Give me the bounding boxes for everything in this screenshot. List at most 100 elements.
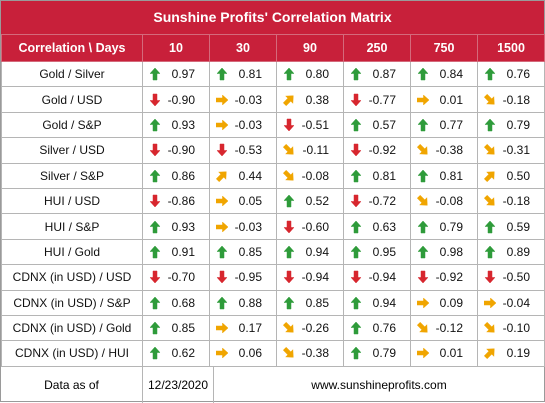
- correlation-cell: 0.85: [209, 238, 277, 266]
- correlation-cell: 0.79: [410, 213, 478, 240]
- correlation-cell: -0.90: [142, 137, 210, 164]
- correlation-cell: 0.81: [410, 162, 478, 189]
- correlation-cell: 0.98: [410, 238, 478, 266]
- arrow-up-icon: [484, 118, 496, 132]
- correlation-value: 0.63: [372, 219, 396, 234]
- correlation-cell: 0.09: [410, 289, 478, 316]
- table-row: Silver / USD -0.90 -0.53 -0.11 -0.92 -0.38 -0.…: [1, 137, 545, 164]
- correlation-cell: 0.93: [142, 213, 210, 240]
- arrow-up-icon: [350, 169, 362, 182]
- arrow-up-icon: [149, 296, 161, 309]
- correlation-value: 0.68: [171, 295, 195, 310]
- correlation-cell: -0.92: [410, 264, 478, 291]
- arrow-down-icon: [216, 144, 228, 157]
- table-row: Silver / S&P 0.86 0.44 -0.08 0.81 0.81 0.50: [1, 162, 545, 189]
- correlation-value: -0.38: [435, 143, 463, 158]
- correlation-value: -0.12: [435, 321, 463, 336]
- arrow-down-right-icon: [484, 195, 495, 206]
- correlation-cell: 0.68: [142, 289, 210, 316]
- table-row: Gold / S&P 0.93 -0.03 -0.51 0.57 0.77 0.79: [1, 111, 545, 139]
- arrow-down-icon: [350, 194, 362, 208]
- correlation-cell: -0.50: [477, 264, 545, 291]
- correlation-value: 0.85: [171, 321, 195, 336]
- correlation-cell: -0.92: [343, 137, 411, 164]
- arrow-up-icon: [149, 321, 161, 335]
- arrow-down-icon: [350, 144, 362, 157]
- table-row: CDNX (in USD) / Gold 0.85 0.17 -0.26 0.76 -0.…: [1, 314, 545, 342]
- correlation-cell: 0.85: [142, 314, 210, 342]
- correlation-value: -0.03: [234, 219, 262, 234]
- row-label: CDNX (in USD) / Gold: [1, 314, 143, 342]
- arrow-down-right-icon: [417, 144, 428, 155]
- arrow-up-icon: [149, 169, 161, 182]
- correlation-value: -0.10: [502, 321, 530, 336]
- arrow-down-right-icon: [283, 347, 294, 358]
- footer-date: 12/23/2020: [143, 367, 214, 403]
- arrow-right-icon: [484, 297, 496, 309]
- correlation-value: -0.86: [167, 194, 195, 209]
- table-row: HUI / S&P 0.93 -0.03 -0.60 0.63 0.79 0.59: [1, 213, 545, 240]
- correlation-value: -0.90: [167, 92, 195, 107]
- arrow-up-icon: [417, 169, 429, 182]
- correlation-cell: 0.38: [276, 86, 344, 113]
- correlation-cell: -0.95: [209, 264, 277, 291]
- correlation-value: 0.89: [506, 244, 530, 259]
- arrow-up-icon: [149, 245, 161, 259]
- correlation-value: 0.79: [439, 219, 463, 234]
- correlation-cell: -0.90: [142, 86, 210, 113]
- correlation-value: 0.57: [372, 117, 396, 132]
- correlation-value: -0.60: [301, 219, 329, 234]
- arrow-up-icon: [484, 67, 496, 81]
- arrow-up-icon: [417, 118, 429, 132]
- correlation-value: 0.77: [439, 117, 463, 132]
- footer-label: Data as of: [1, 367, 143, 403]
- correlation-cell: -0.51: [276, 111, 344, 139]
- correlation-value: -0.95: [234, 270, 262, 285]
- correlation-value: 0.17: [238, 321, 262, 336]
- row-label: Gold / S&P: [1, 111, 143, 139]
- correlation-cell: 0.84: [410, 60, 478, 88]
- arrow-up-icon: [350, 118, 362, 132]
- arrow-right-icon: [216, 94, 228, 106]
- correlation-value: 0.44: [238, 168, 262, 183]
- row-label: CDNX (in USD) / S&P: [1, 289, 143, 316]
- arrow-right-icon: [417, 94, 429, 106]
- arrow-down-right-icon: [283, 144, 294, 155]
- correlation-cell: -0.18: [477, 86, 545, 113]
- arrow-right-icon: [417, 297, 429, 309]
- row-label: CDNX (in USD) / HUI: [1, 340, 143, 367]
- correlation-cell: 0.05: [209, 187, 277, 215]
- arrow-up-icon: [350, 296, 362, 309]
- header-row: Correlation \ Days 10 30 90 250 750 1500: [1, 34, 545, 62]
- footer-row: Data as of 12/23/2020 www.sunshineprofit…: [1, 366, 544, 403]
- arrow-right-icon: [216, 195, 228, 207]
- correlation-cell: 0.79: [343, 340, 411, 367]
- arrow-right-icon: [216, 220, 228, 233]
- arrow-down-right-icon: [484, 144, 495, 155]
- arrow-up-icon: [484, 245, 496, 259]
- arrow-down-icon: [484, 271, 496, 284]
- correlation-cell: 0.88: [209, 289, 277, 316]
- correlation-cell: -0.18: [477, 187, 545, 215]
- correlation-cell: 0.93: [142, 111, 210, 139]
- correlation-cell: 0.95: [343, 238, 411, 266]
- correlation-cell: -0.53: [209, 137, 277, 164]
- correlation-cell: -0.12: [410, 314, 478, 342]
- correlation-cell: -0.86: [142, 187, 210, 215]
- header-col-30: 30: [209, 34, 277, 62]
- correlation-value: -0.90: [167, 143, 195, 158]
- correlation-value: -0.70: [167, 270, 195, 285]
- arrow-up-right-icon: [283, 95, 294, 106]
- arrow-down-icon: [283, 118, 295, 132]
- correlation-value: 0.91: [171, 244, 195, 259]
- arrow-down-icon: [283, 220, 295, 233]
- correlation-value: 0.01: [439, 92, 463, 107]
- table-row: CDNX (in USD) / S&P 0.68 0.88 0.85 0.94 0.09 -…: [1, 289, 545, 316]
- correlation-value: 0.93: [171, 219, 195, 234]
- correlation-value: 0.76: [506, 67, 530, 82]
- correlation-cell: 0.94: [276, 238, 344, 266]
- correlation-cell: -0.31: [477, 137, 545, 164]
- correlation-value: 0.79: [372, 346, 396, 361]
- arrow-down-icon: [149, 144, 161, 157]
